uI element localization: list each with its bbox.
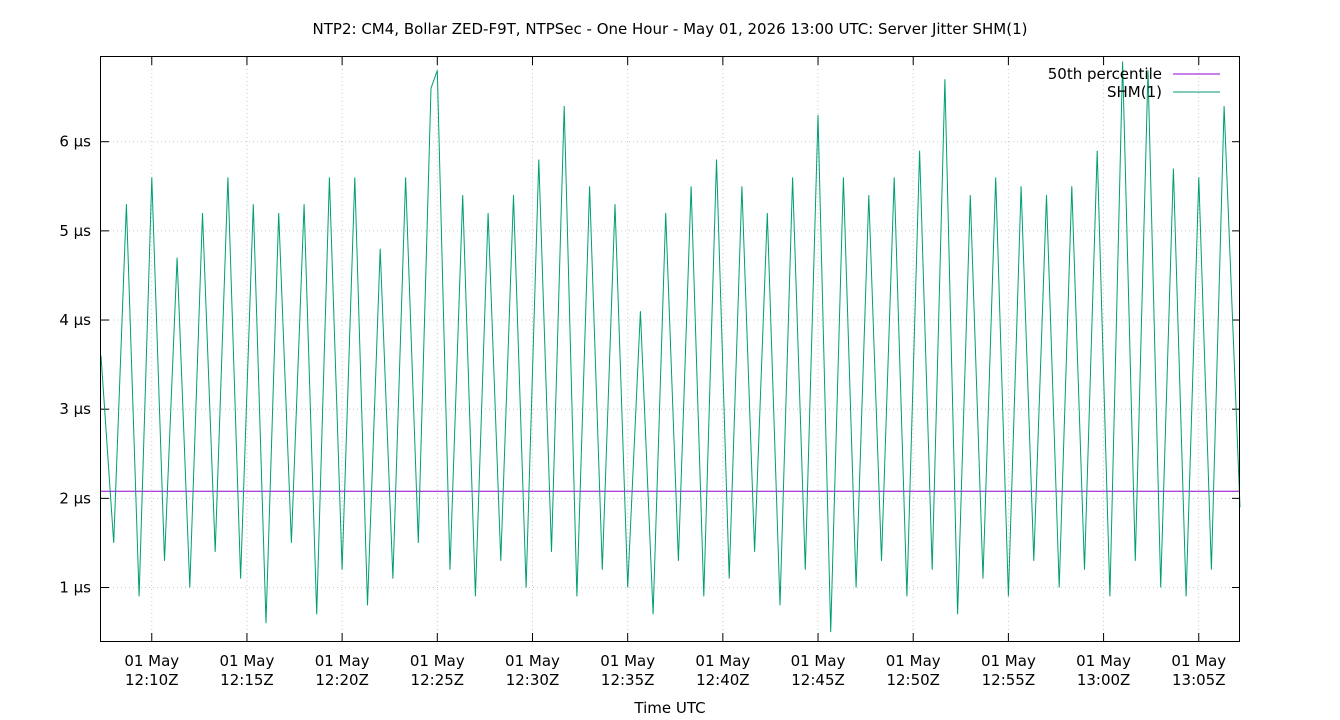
x-tick-label-date: 01 May (886, 652, 941, 670)
x-tick-label-time: 12:25Z (411, 671, 465, 689)
x-tick-label-date: 01 May (791, 652, 846, 670)
x-tick-label-date: 01 May (505, 652, 560, 670)
x-tick-label-date: 01 May (981, 652, 1036, 670)
x-tick-label-time: 12:55Z (982, 671, 1036, 689)
x-tick-label-time: 12:20Z (315, 671, 369, 689)
plot-frame (100, 56, 1240, 642)
x-tick-label-time: 12:45Z (791, 671, 845, 689)
x-tick-label-time: 12:10Z (125, 671, 179, 689)
x-tick-label-time: 12:15Z (220, 671, 274, 689)
x-tick-label-date: 01 May (1171, 652, 1226, 670)
x-tick-label-time: 12:30Z (506, 671, 560, 689)
x-tick-label-time: 12:40Z (696, 671, 750, 689)
legend-label: SHM(1) (1107, 83, 1162, 101)
x-tick-label-date: 01 May (695, 652, 750, 670)
x-tick-label-date: 01 May (1076, 652, 1131, 670)
y-tick-label: 1 µs (59, 579, 91, 597)
y-tick-label: 5 µs (59, 222, 91, 240)
x-tick-label-date: 01 May (220, 652, 275, 670)
chart-title: NTP2: CM4, Bollar ZED-F9T, NTPSec - One … (313, 20, 1028, 38)
x-tick-label-date: 01 May (124, 652, 179, 670)
x-tick-label-date: 01 May (410, 652, 465, 670)
y-tick-label: 3 µs (59, 400, 91, 418)
x-tick-label-time: 13:00Z (1077, 671, 1131, 689)
y-tick-label: 4 µs (59, 311, 91, 329)
x-tick-label-time: 12:35Z (601, 671, 655, 689)
jitter-series-line (100, 61, 1241, 633)
x-tick-label-time: 12:50Z (886, 671, 940, 689)
x-tick-label-date: 01 May (600, 652, 655, 670)
y-tick-label: 2 µs (59, 489, 91, 507)
y-tick-label: 6 µs (59, 133, 91, 151)
grid-lines (101, 57, 1240, 641)
plot-area (100, 61, 1241, 633)
y-axis: 1 µs 2 µs 3 µs 4 µs 5 µs 6 µs (59, 133, 1240, 597)
x-axis-label: Time UTC (633, 699, 705, 717)
x-tick-label-date: 01 May (315, 652, 370, 670)
x-tick-label-time: 13:05Z (1172, 671, 1226, 689)
legend-label: 50th percentile (1048, 65, 1162, 83)
